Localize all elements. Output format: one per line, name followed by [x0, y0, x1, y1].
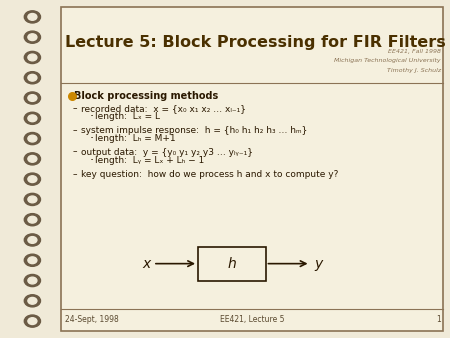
Circle shape [28, 115, 37, 122]
Circle shape [24, 173, 40, 185]
Text: y: y [315, 257, 323, 271]
Text: ·: · [90, 154, 94, 167]
Circle shape [28, 74, 37, 81]
Circle shape [24, 315, 40, 327]
Text: ·: · [90, 110, 94, 123]
Text: 24-Sept, 1998: 24-Sept, 1998 [65, 315, 119, 324]
Circle shape [28, 14, 37, 20]
Circle shape [28, 34, 37, 41]
Text: –: – [73, 170, 77, 179]
Circle shape [28, 54, 37, 61]
Circle shape [24, 234, 40, 246]
Text: key question:  how do we process h and x to compute y?: key question: how do we process h and x … [81, 170, 338, 179]
Circle shape [24, 274, 40, 287]
Text: –: – [73, 148, 77, 156]
Text: EE421, Lecture 5: EE421, Lecture 5 [220, 315, 284, 324]
Text: –: – [73, 126, 77, 135]
Circle shape [28, 237, 37, 243]
Text: Michigan Technological University: Michigan Technological University [334, 58, 441, 64]
Circle shape [24, 51, 40, 64]
Text: length:  Lₕ = M+1: length: Lₕ = M+1 [94, 134, 175, 143]
Circle shape [28, 155, 37, 162]
Text: length:  Lₓ = L: length: Lₓ = L [94, 112, 159, 121]
Circle shape [28, 318, 37, 324]
Circle shape [24, 132, 40, 145]
Circle shape [28, 176, 37, 183]
Circle shape [24, 11, 40, 23]
Circle shape [28, 277, 37, 284]
Text: output data:  y = {y₀ y₁ y₂ y3 … yₗᵧ₋₁}: output data: y = {y₀ y₁ y₂ y3 … yₗᵧ₋₁} [81, 148, 253, 156]
Text: recorded data:  x = {x₀ x₁ x₂ … xₗ₋₁}: recorded data: x = {x₀ x₁ x₂ … xₗ₋₁} [81, 104, 246, 113]
Circle shape [24, 214, 40, 226]
Circle shape [24, 153, 40, 165]
Circle shape [24, 31, 40, 43]
Text: x: x [142, 257, 150, 271]
Circle shape [28, 196, 37, 203]
Circle shape [28, 216, 37, 223]
Text: –: – [73, 104, 77, 113]
Circle shape [28, 257, 37, 264]
Circle shape [28, 297, 37, 304]
Circle shape [24, 92, 40, 104]
Text: ·: · [90, 132, 94, 145]
Text: EE421, Fall 1998: EE421, Fall 1998 [388, 49, 441, 54]
Circle shape [24, 72, 40, 84]
Bar [61, 7, 443, 331]
Text: Block processing methods: Block processing methods [74, 91, 219, 101]
Text: h: h [227, 257, 236, 271]
Text: Lecture 5: Block Processing for FIR Filters: Lecture 5: Block Processing for FIR Filt… [65, 35, 446, 50]
Circle shape [28, 95, 37, 101]
Bar [198, 247, 266, 281]
Circle shape [24, 193, 40, 206]
Circle shape [28, 135, 37, 142]
Text: system impulse response:  h = {h₀ h₁ h₂ h₃ … hₘ}: system impulse response: h = {h₀ h₁ h₂ h… [81, 126, 307, 135]
Circle shape [24, 112, 40, 124]
Circle shape [24, 295, 40, 307]
Circle shape [24, 254, 40, 266]
Text: 1: 1 [436, 315, 441, 324]
Text: Timothy J. Schulz: Timothy J. Schulz [387, 68, 441, 73]
Text: length:  Lᵧ = Lₓ + Lₕ − 1: length: Lᵧ = Lₓ + Lₕ − 1 [94, 156, 204, 165]
